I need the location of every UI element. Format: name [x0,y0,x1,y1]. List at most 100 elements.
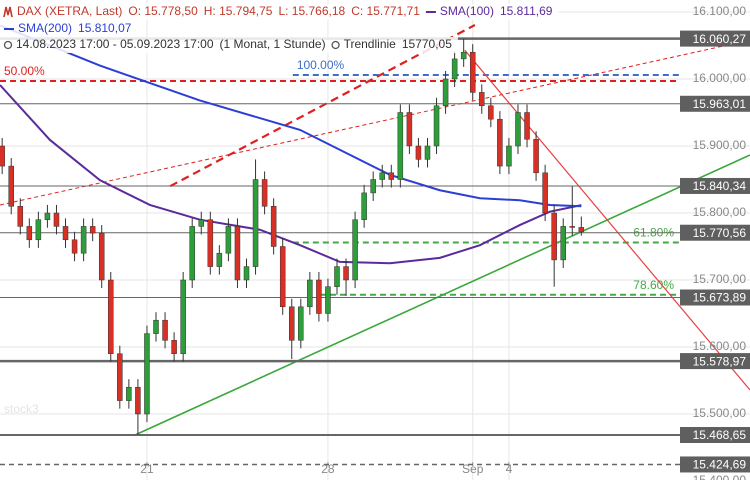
low-value: L: 15.766,18 [278,4,345,18]
candle-body [542,172,548,214]
candle-body [361,192,367,220]
candle-body [298,306,304,341]
level-label-box [680,427,750,444]
level-label: 15.424,69 [693,458,747,472]
candle-body [460,51,467,60]
candle-body [551,212,557,261]
level-label: 16.060,27 [693,32,747,46]
instrument: DAX (XETRA, Last) [17,4,122,18]
period: 14.08.2023 17:00 - 05.09.2023 17:00 [16,37,214,51]
fib-label: 100.00% [297,58,345,72]
candle-body [8,165,14,207]
header-row: DAX (XETRA, Last) O: 15.778,50 H: 15.794,7… [0,4,559,20]
candle-body [279,246,286,308]
high-value: H: 15.794,75 [204,4,273,18]
candle-body [488,105,494,120]
candle-body [469,51,476,93]
candle-body [108,279,114,354]
candle-body [71,239,78,254]
trendline [134,154,750,436]
candle-body [451,58,458,80]
candle-body [533,139,539,174]
candle-body [524,112,530,140]
watermark: stock3 [4,402,39,416]
level-label: 15.840,34 [693,179,747,193]
candle-body [98,232,105,281]
y-tick-label: 16.100,00 [693,4,747,18]
candle-body [569,226,576,228]
candle-body [388,172,395,180]
level-label: 15.468,65 [693,428,747,442]
header-row: SMA(200) 15.810,07 [0,21,138,37]
candle-body [117,353,123,401]
candle-body [334,266,340,287]
candle-body [144,333,150,415]
x-tick-label: 21 [140,462,154,476]
candle-body [243,266,250,281]
y-tick-label: 15.600,00 [693,339,747,353]
x-tick-label: 28 [321,462,335,476]
candle-body [442,78,449,107]
level-label: 15.578,97 [693,354,747,368]
candle-body [288,306,295,341]
candle-body [497,118,503,167]
header-background [0,21,138,37]
close-value: C: 15.771,71 [351,4,420,18]
header-icon [3,40,13,50]
candle-body [189,226,195,281]
candle-body [415,145,422,160]
legend-value: 15.810,07 [78,21,132,35]
candle-body [80,226,87,254]
level-label: 15.963,01 [693,97,747,111]
candle-body [506,145,512,167]
trendline-value: 15770,05 [402,37,452,51]
level-label-box [680,353,750,370]
candle-body [307,279,313,308]
header-logo [3,6,13,18]
fib-label: 78.60% [633,278,674,292]
candle-body [343,266,349,281]
candle-body [515,112,521,147]
candle-body [153,319,159,334]
level-label-box [680,224,750,241]
x-tick-label: Sep [462,462,484,476]
header-background [0,37,458,53]
candle-body [225,226,232,254]
level-label-box [680,456,750,473]
open-value: O: 15.778,50 [128,4,198,18]
candle-body [397,112,404,180]
candle-body [316,279,322,314]
candle-body [126,386,132,401]
header-background [0,4,559,20]
candle-body [89,226,96,234]
trendline [464,49,750,391]
legend-value: 15.811,69 [500,4,553,18]
header-icon [331,40,340,50]
candle-body [135,386,141,415]
candle-body [578,227,585,233]
y-tick-label: 15.900,00 [693,138,747,152]
level-label-box [680,95,750,112]
candle-body [171,340,177,354]
fib-label: 50.00% [4,64,45,78]
candle-body [207,219,214,267]
level-label: 15.770,56 [693,226,747,240]
candle-body [270,206,277,247]
candle-body [379,172,385,180]
candle-body [53,212,60,227]
candle-body [433,105,440,147]
x-tick-label: 4 [506,462,513,476]
candle-body [234,226,241,281]
level-label-box [680,30,750,47]
trendline [0,39,750,206]
header-row: 14.08.2023 17:00 - 05.09.2023 17:00 (1 Mo… [0,37,458,53]
y-tick-label: 15.400,00 [693,473,747,480]
candle-body [162,319,168,341]
candle-body [325,286,331,314]
candle-body [560,226,566,261]
candle-body [261,179,268,207]
candle-body [17,206,24,227]
level-label-box [680,289,750,306]
